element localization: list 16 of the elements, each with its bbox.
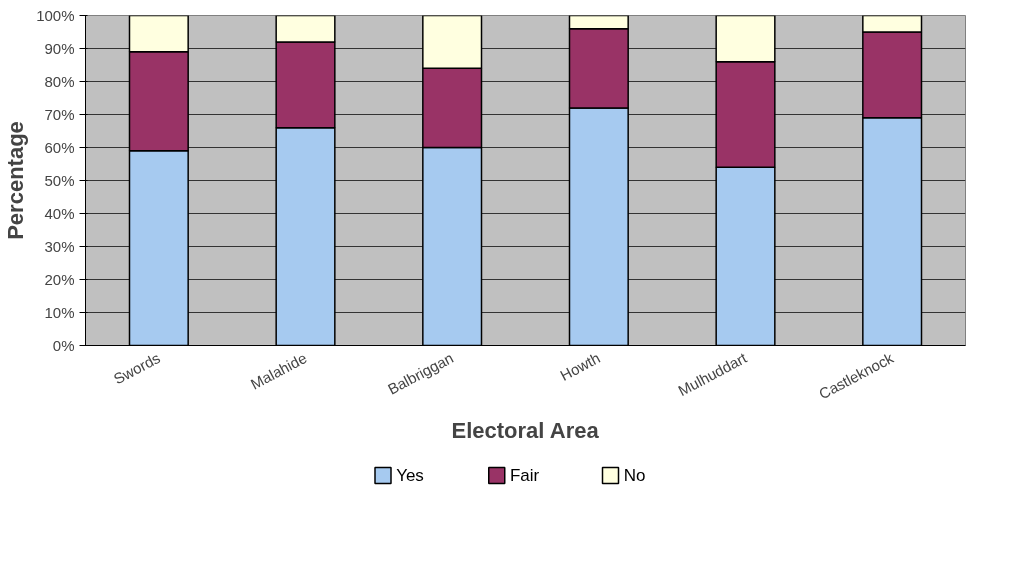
- y-tick-label: 40%: [44, 205, 75, 222]
- y-tick-label: 50%: [44, 172, 75, 189]
- legend-label: Yes: [396, 466, 424, 485]
- y-axis-title: Percentage: [3, 121, 29, 240]
- y-tick-label: 90%: [44, 40, 75, 57]
- y-tick-label: 0%: [52, 337, 75, 354]
- y-tick-label: 10%: [44, 304, 75, 321]
- y-tick-label: 30%: [44, 238, 75, 255]
- y-tick-label: 60%: [44, 139, 75, 156]
- x-axis-title: Electoral Area: [451, 417, 600, 443]
- y-tick-label: 70%: [44, 106, 75, 123]
- legend-label: No: [623, 466, 646, 485]
- y-tick-label: 100%: [36, 7, 75, 24]
- legend-label: Fair: [509, 466, 540, 485]
- y-tick-label: 20%: [44, 271, 75, 288]
- y-tick-label: 80%: [44, 73, 75, 90]
